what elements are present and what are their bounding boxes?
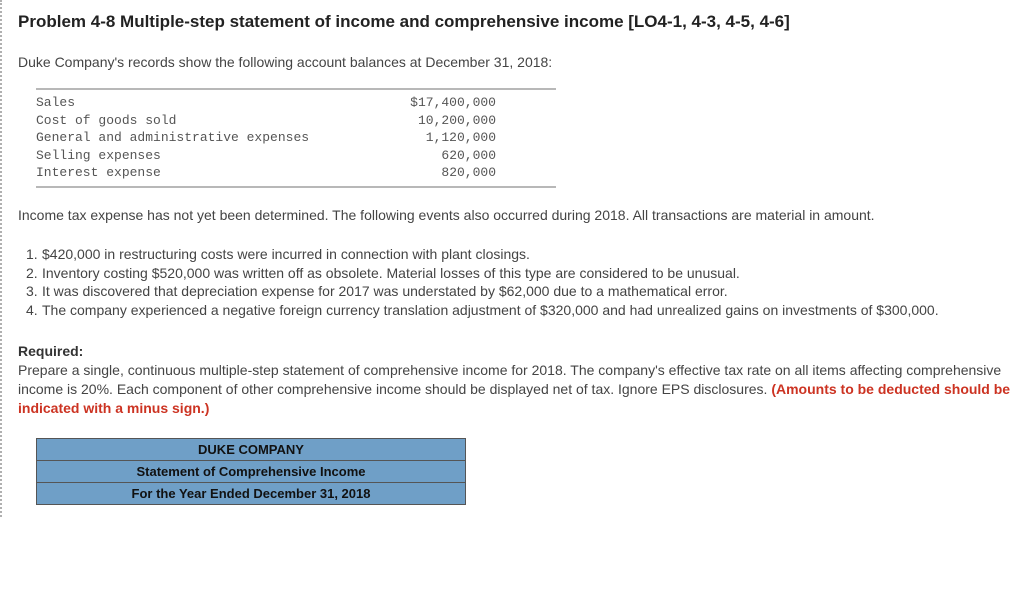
list-item: 2.Inventory costing $520,000 was written… xyxy=(26,264,1012,283)
intro-text: Duke Company's records show the followin… xyxy=(18,54,1012,70)
statement-header-table: DUKE COMPANY Statement of Comprehensive … xyxy=(36,438,466,505)
account-value: $17,400,000 xyxy=(366,94,496,112)
table-row: Interest expense 820,000 xyxy=(36,164,556,182)
account-value: 620,000 xyxy=(366,147,496,165)
table-row: General and administrative expenses 1,12… xyxy=(36,129,556,147)
list-number: 2. xyxy=(26,264,42,283)
list-text: Inventory costing $520,000 was written o… xyxy=(42,264,1012,283)
account-label: Selling expenses xyxy=(36,147,366,165)
list-item: 1.$420,000 in restructuring costs were i… xyxy=(26,245,1012,264)
statement-company: DUKE COMPANY xyxy=(37,438,466,460)
account-balances-table: Sales $17,400,000 Cost of goods sold 10,… xyxy=(36,88,556,188)
table-row: Cost of goods sold 10,200,000 xyxy=(36,112,556,130)
statement-period: For the Year Ended December 31, 2018 xyxy=(37,482,466,504)
account-label: Cost of goods sold xyxy=(36,112,366,130)
paragraph-tax-note: Income tax expense has not yet been dete… xyxy=(18,206,1012,225)
list-text: $420,000 in restructuring costs were inc… xyxy=(42,245,1012,264)
list-text: It was discovered that depreciation expe… xyxy=(42,282,1012,301)
statement-title: Statement of Comprehensive Income xyxy=(37,460,466,482)
table-row: Selling expenses 620,000 xyxy=(36,147,556,165)
account-label: Interest expense xyxy=(36,164,366,182)
account-value: 10,200,000 xyxy=(366,112,496,130)
list-number: 1. xyxy=(26,245,42,264)
list-item: 3.It was discovered that depreciation ex… xyxy=(26,282,1012,301)
account-value: 820,000 xyxy=(366,164,496,182)
account-label: General and administrative expenses xyxy=(36,129,366,147)
list-text: The company experienced a negative forei… xyxy=(42,301,1012,320)
events-list: 1.$420,000 in restructuring costs were i… xyxy=(26,245,1012,321)
table-row: Sales $17,400,000 xyxy=(36,94,556,112)
account-label: Sales xyxy=(36,94,366,112)
list-item: 4.The company experienced a negative for… xyxy=(26,301,1012,320)
required-block: Required: Prepare a single, continuous m… xyxy=(18,342,1012,418)
list-number: 3. xyxy=(26,282,42,301)
problem-title: Problem 4-8 Multiple-step statement of i… xyxy=(18,12,1012,32)
required-label: Required: xyxy=(18,343,83,359)
account-value: 1,120,000 xyxy=(366,129,496,147)
list-number: 4. xyxy=(26,301,42,320)
